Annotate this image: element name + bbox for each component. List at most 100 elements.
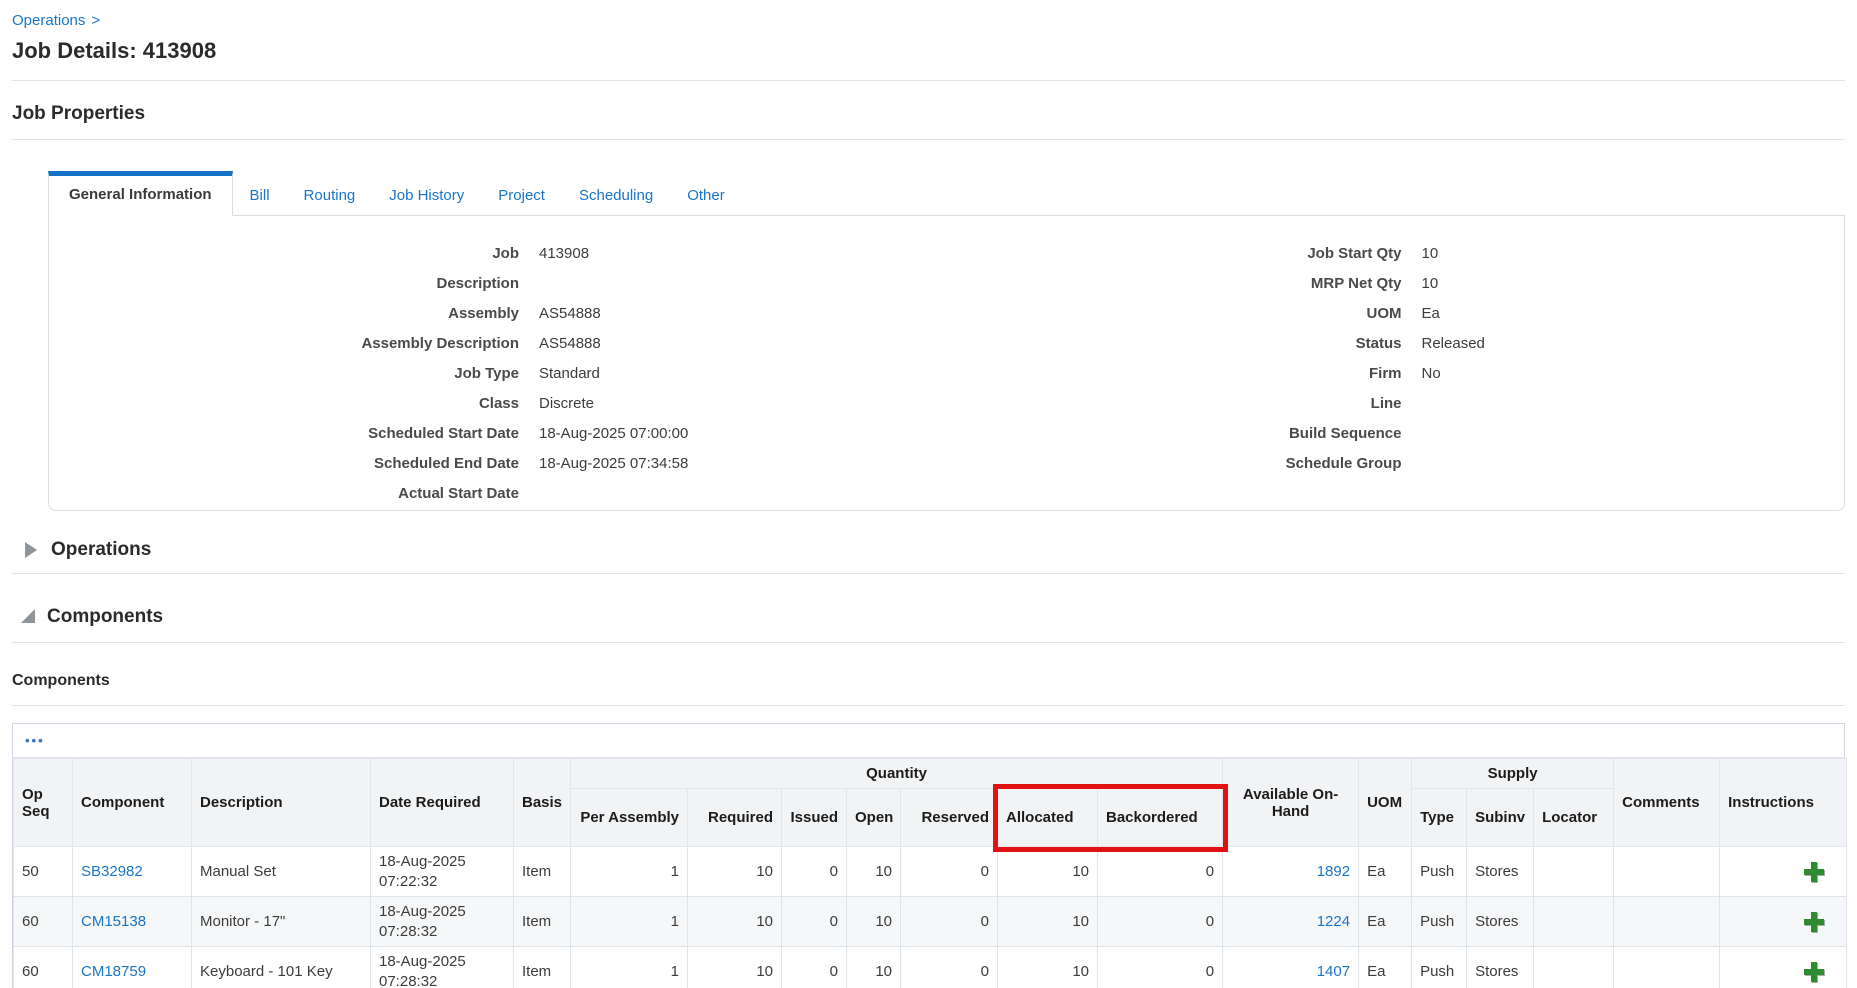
cell-type: Push — [1411, 846, 1468, 897]
tab-job-history[interactable]: Job History — [389, 187, 465, 204]
header-description: Description — [191, 758, 371, 847]
cell-per-assembly: 1 — [570, 846, 688, 897]
add-instruction-icon[interactable] — [1804, 861, 1825, 882]
cell-description: Monitor - 17" — [191, 896, 371, 947]
cell-date-required: 18-Aug-2025 07:28:32 — [370, 946, 514, 988]
components-table: ••• Op Seq Component Description Date Re… — [12, 723, 1848, 988]
cell-comments — [1613, 896, 1721, 947]
header-allocated: Allocated — [997, 788, 1098, 847]
cell-uom: Ea — [1358, 946, 1413, 988]
more-actions-icon[interactable]: ••• — [25, 732, 45, 748]
header-required: Required — [687, 788, 782, 847]
job-properties-heading: Job Properties — [12, 103, 146, 124]
cell-reserved: 0 — [900, 846, 998, 897]
operations-section-toggle[interactable]: Operations — [12, 537, 1845, 563]
cell-description: Manual Set — [191, 846, 371, 897]
breadcrumb-operations-link[interactable]: Operations — [12, 12, 86, 29]
tab-routing[interactable]: Routing — [303, 187, 356, 204]
available-on-hand-link[interactable]: 1224 — [1316, 913, 1351, 930]
header-per-assembly: Per Assembly — [570, 788, 688, 847]
field-value-assembly-description: AS54888 — [539, 334, 601, 352]
form-column-left: Job 413908 Description Assembly AS54888 As… — [49, 238, 947, 508]
tab-scheduling[interactable]: Scheduling — [578, 187, 654, 204]
cell-component: SB32982 — [72, 846, 192, 897]
expanded-triangle-icon — [21, 609, 35, 623]
header-component: Component — [72, 758, 192, 847]
tab-strip: General Information Bill Routing Job His… — [48, 170, 1845, 216]
header-type: Type — [1411, 788, 1468, 847]
tab-other[interactable]: Other — [687, 187, 725, 204]
cell-locator — [1533, 896, 1615, 947]
cell-comments — [1613, 946, 1721, 988]
page-title: Job Details: 413908 — [12, 38, 217, 63]
cell-available-on-hand: 1224 — [1222, 896, 1360, 947]
field-value-firm: No — [1421, 364, 1441, 382]
cell-uom: Ea — [1358, 846, 1413, 897]
cell-available-on-hand: 1407 — [1222, 946, 1360, 988]
cell-component: CM18759 — [72, 946, 192, 988]
cell-uom: Ea — [1358, 896, 1413, 947]
general-information-panel: Job 413908 Description Assembly AS54888 As… — [48, 216, 1845, 511]
cell-component: CM15138 — [72, 896, 192, 947]
cell-type: Push — [1411, 896, 1468, 947]
cell-subinv: Stores — [1466, 946, 1535, 988]
available-on-hand-link[interactable]: 1892 — [1316, 863, 1351, 880]
cell-open: 10 — [846, 896, 901, 947]
components-section-toggle[interactable]: Components — [12, 604, 1845, 630]
cell-allocated: 10 — [997, 946, 1098, 988]
components-section-title: Components — [47, 606, 164, 627]
cell-subinv: Stores — [1466, 846, 1535, 897]
cell-date-required: 18-Aug-2025 07:28:32 — [370, 896, 514, 947]
components-divider — [12, 642, 1845, 643]
tab-bill[interactable]: Bill — [249, 187, 270, 204]
cell-instructions — [1719, 896, 1848, 947]
tab-project[interactable]: Project — [498, 187, 545, 204]
components-subheading-divider — [12, 705, 1845, 706]
cell-reserved: 0 — [900, 896, 998, 947]
form-column-right: Job Start Qty 10 MRP Net Qty 10 UOM Ea Stat… — [947, 238, 1845, 508]
field-value-scheduled-start-date: 18-Aug-2025 07:00:00 — [539, 424, 689, 442]
field-label-class: Class — [478, 394, 519, 412]
header-uom: UOM — [1358, 758, 1413, 847]
header-op-seq: Op Seq — [13, 758, 73, 847]
tab-general-information[interactable]: General Information — [48, 171, 233, 216]
field-value-mrp-net-qty: 10 — [1421, 274, 1439, 292]
add-instruction-icon[interactable] — [1804, 961, 1825, 982]
add-instruction-icon[interactable] — [1804, 911, 1825, 932]
field-value-job-type: Standard — [539, 364, 600, 382]
operations-divider — [12, 573, 1845, 574]
cell-type: Push — [1411, 946, 1468, 988]
cell-locator — [1533, 946, 1615, 988]
header-date-required: Date Required — [370, 758, 514, 847]
cell-backordered: 0 — [1096, 896, 1224, 947]
cell-comments — [1613, 846, 1721, 897]
cell-issued: 0 — [781, 896, 847, 947]
field-label-line: Line — [1370, 394, 1402, 412]
cell-description: Keyboard - 101 Key — [191, 946, 371, 988]
available-on-hand-link[interactable]: 1407 — [1316, 963, 1351, 980]
components-subheading: Components — [12, 672, 110, 689]
field-label-job: Job — [492, 244, 519, 262]
field-label-description: Description — [436, 274, 519, 292]
group-header-quantity: Quantity — [569, 758, 1224, 789]
table-row: 60 CM18759 Keyboard - 101 Key 18-Aug-202… — [13, 946, 1848, 988]
cell-date-required: 18-Aug-2025 07:22:32 — [370, 846, 514, 897]
header-issued: Issued — [781, 788, 847, 847]
cell-open: 10 — [846, 946, 901, 988]
header-open: Open — [846, 788, 901, 847]
field-value-status: Released — [1421, 334, 1485, 352]
cell-backordered: 0 — [1096, 846, 1224, 897]
header-basis: Basis — [513, 758, 571, 847]
cell-per-assembly: 1 — [570, 896, 688, 947]
cell-reserved: 0 — [900, 946, 998, 988]
cell-instructions — [1719, 946, 1848, 988]
component-link[interactable]: CM15138 — [81, 913, 147, 930]
job-properties-tab-region: General Information Bill Routing Job His… — [48, 170, 1845, 511]
component-link[interactable]: SB32982 — [81, 863, 143, 880]
collapsed-triangle-icon — [25, 542, 37, 558]
header-reserved: Reserved — [900, 788, 998, 847]
component-link[interactable]: CM18759 — [81, 963, 147, 980]
cell-subinv: Stores — [1466, 896, 1535, 947]
cell-required: 10 — [687, 896, 782, 947]
cell-instructions — [1719, 846, 1848, 897]
